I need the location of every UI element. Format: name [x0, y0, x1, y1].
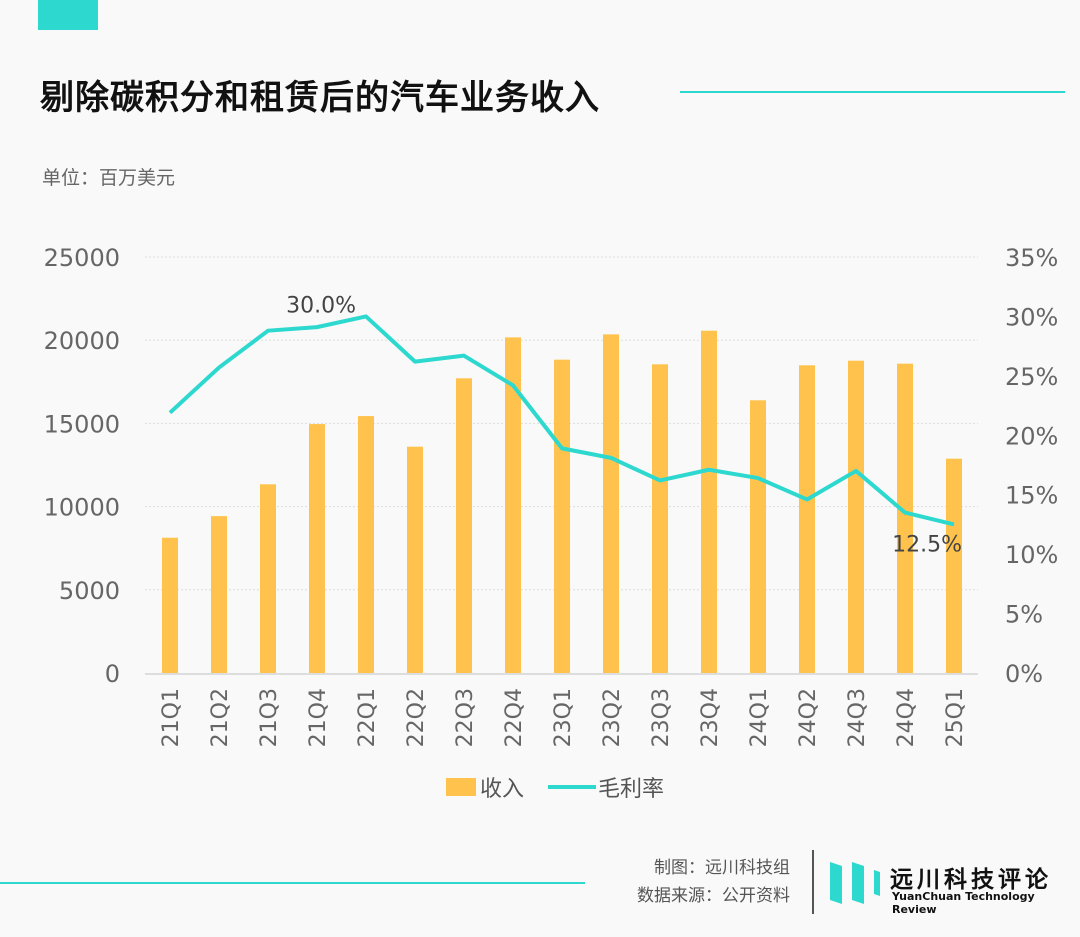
- data-label: 30.0%: [286, 293, 356, 318]
- x-tick-label: 24Q1: [747, 688, 772, 747]
- x-tick-label: 24Q4: [894, 688, 919, 747]
- bar-21Q1: [162, 537, 178, 673]
- x-tick-label: 24Q2: [796, 688, 821, 747]
- data-source: 数据来源：公开资料: [637, 886, 790, 906]
- left-tick-label: 20000: [44, 327, 120, 355]
- bar-25Q1: [946, 458, 962, 673]
- left-tick-label: 5000: [59, 577, 120, 605]
- x-tick-label: 21Q4: [306, 688, 331, 747]
- right-tick-label: 35%: [1005, 244, 1058, 272]
- right-tick-label: 10%: [1005, 541, 1058, 569]
- x-tick-label: 21Q3: [257, 688, 282, 747]
- right-tick-label: 0%: [1005, 660, 1043, 688]
- bar-22Q3: [456, 378, 472, 673]
- unit-label: 单位：百万美元: [42, 167, 176, 189]
- bar-24Q1: [750, 400, 766, 673]
- bar-24Q4: [897, 363, 913, 673]
- x-tick-label: 23Q1: [551, 688, 576, 747]
- bar-24Q3: [848, 360, 864, 673]
- bar-23Q3: [652, 364, 668, 673]
- logo-text-en: YuanChuan Technology Review: [892, 890, 1035, 916]
- x-tick-label: 22Q3: [453, 688, 478, 747]
- x-tick-label: 23Q2: [600, 688, 625, 747]
- bar-23Q2: [603, 334, 619, 673]
- bar-24Q2: [799, 365, 815, 673]
- bar-23Q4: [701, 330, 717, 673]
- x-tick-label: 21Q2: [208, 688, 233, 747]
- legend-bar-swatch: [446, 778, 476, 796]
- bar-22Q4: [505, 337, 521, 673]
- right-tick-label: 5%: [1005, 601, 1043, 629]
- legend-bar-label: 收入: [480, 777, 524, 802]
- bar-21Q2: [211, 516, 227, 673]
- data-label: 12.5%: [892, 532, 962, 557]
- x-tick-label: 21Q1: [159, 688, 184, 747]
- right-tick-label: 20%: [1005, 422, 1058, 450]
- right-tick-label: 30%: [1005, 303, 1058, 331]
- x-tick-label: 23Q4: [698, 688, 723, 747]
- bar-22Q2: [407, 446, 423, 673]
- footer-divider: [812, 850, 814, 914]
- left-tick-label: 10000: [44, 494, 120, 522]
- logo-icon: [830, 862, 880, 904]
- chart: 0 5000 10000 15000 20000 25000 0% 5% 10% 15% 20% 25…: [44, 244, 1059, 802]
- logo-text-cn: 远川科技评论: [890, 867, 1052, 893]
- legend-line-label: 毛利率: [598, 777, 664, 802]
- right-tick-label: 15%: [1005, 482, 1058, 510]
- footer-rule: [0, 882, 585, 884]
- bar-23Q1: [554, 359, 570, 673]
- x-tick-label: 22Q4: [502, 688, 527, 747]
- margin-line: [168, 314, 955, 527]
- bar-21Q4: [309, 424, 325, 673]
- bar-22Q1: [358, 416, 374, 673]
- x-tick-label: 22Q2: [404, 688, 429, 747]
- x-tick-label: 24Q3: [845, 688, 870, 747]
- bar-21Q3: [260, 484, 276, 673]
- left-tick-label: 0: [105, 660, 120, 688]
- left-tick-label: 25000: [44, 244, 120, 272]
- x-tick-label: 25Q1: [943, 688, 968, 747]
- accent-tag: [38, 0, 98, 30]
- made-by: 制图：远川科技组: [654, 858, 790, 878]
- x-tick-label: 23Q3: [649, 688, 674, 747]
- title-rule: [680, 91, 1065, 93]
- left-tick-label: 15000: [44, 410, 120, 438]
- chart-title: 剔除碳积分和租赁后的汽车业务收入: [40, 78, 600, 118]
- right-tick-label: 25%: [1005, 363, 1058, 391]
- x-tick-label: 22Q1: [355, 688, 380, 747]
